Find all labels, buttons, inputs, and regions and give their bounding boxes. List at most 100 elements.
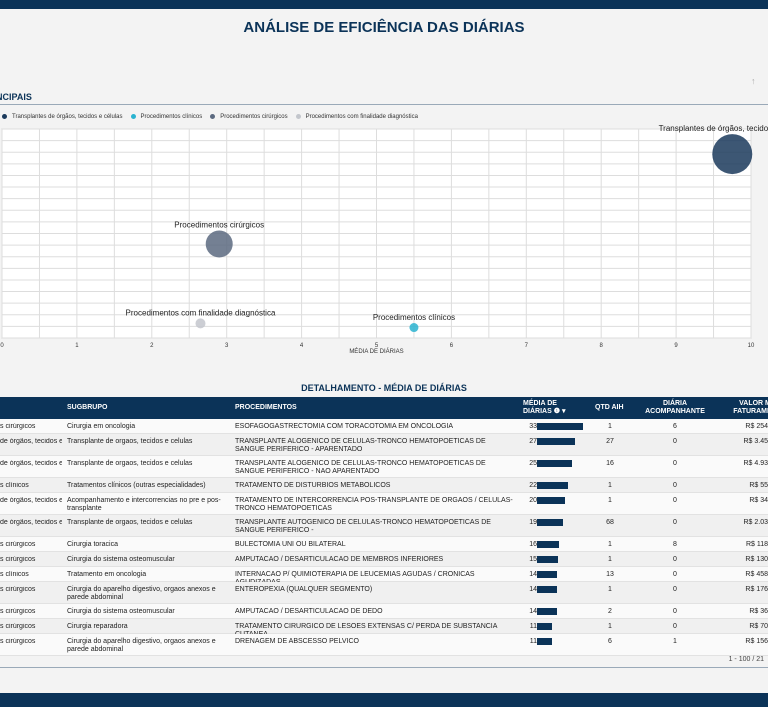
bubble-label: Transplantes de órgãos, tecidos e célula… (659, 124, 768, 133)
x-tick-label: 9 (674, 343, 678, 349)
media-bar (537, 423, 583, 430)
cell-valor: R$ 70 (749, 623, 768, 630)
legend-label: Procedimentos com finalidade diagnóstica (305, 114, 418, 121)
table-row[interactable]: s cirúrgicos Cirurgia do aparelho digest… (0, 634, 768, 656)
cell-qtd: 1 (608, 423, 612, 430)
legend-item[interactable]: Transplantes de órgãos, tecidos e célula… (2, 114, 123, 120)
col-qtd[interactable]: QTD AIH (595, 404, 624, 411)
cell-subgrupo: Cirurgia toracica (67, 541, 118, 548)
table-row[interactable]: de órgãos, tecidos e Transplante de orga… (0, 456, 768, 478)
cell-grupo: de órgãos, tecidos e (0, 438, 62, 445)
cell-procedimento: DRENAGEM DE ABSCESSO PELVICO (235, 638, 359, 645)
media-bar (537, 586, 557, 593)
cell-grupo: s clínicos (0, 571, 29, 578)
x-tick-label: 8 (600, 343, 604, 349)
cell-valor: R$ 4.93 (743, 460, 768, 467)
cell-diaria: 0 (673, 519, 677, 526)
cell-valor: R$ 458 (745, 571, 768, 578)
cell-media: 19 (529, 519, 537, 526)
media-bar (537, 497, 565, 504)
cell-subgrupo: Tratamentos clínicos (outras especialida… (67, 482, 206, 489)
cell-diaria: 1 (673, 638, 677, 645)
table-row[interactable]: s cirúrgicos Cirurgia em oncologia ESOFA… (0, 419, 768, 434)
col-procedimentos[interactable]: PROCEDIMENTOS (235, 404, 297, 411)
col-valor[interactable]: VALOR M FATURAMEN (733, 400, 768, 415)
legend-item[interactable]: Procedimentos cirúrgicos (210, 114, 288, 120)
cell-diaria: 0 (673, 623, 677, 630)
table-row[interactable]: s clínicos Tratamentos clínicos (outras … (0, 478, 768, 493)
cell-diaria: 0 (673, 460, 677, 467)
cell-valor: R$ 130 (745, 556, 768, 563)
bubble[interactable] (712, 134, 753, 175)
arrow-up-icon[interactable]: ↑ (751, 76, 756, 86)
cell-valor: R$ 176 (745, 586, 768, 593)
cell-subgrupo: Cirurgia do sistema osteomuscular (67, 608, 175, 615)
table-row[interactable]: de órgãos, tecidos e Transplante de orga… (0, 434, 768, 456)
detail-title: DETALHAMENTO - MÉDIA DE DIÁRIAS (301, 383, 467, 393)
cell-valor: R$ 254 (745, 423, 768, 430)
cell-qtd: 2 (608, 608, 612, 615)
legend-dot-icon (130, 114, 136, 119)
cell-subgrupo: Cirurgia do sistema osteomuscular (67, 556, 175, 563)
cell-subgrupo: Tratamento em oncologia (67, 571, 147, 578)
legend-dot-icon (2, 114, 7, 119)
media-bar (537, 438, 575, 445)
cell-subgrupo: Cirurgia do aparelho digestivo, orgaos a… (67, 586, 216, 601)
media-bar (537, 482, 568, 489)
divider (0, 667, 768, 668)
legend-item[interactable]: Procedimentos clínicos (130, 114, 202, 120)
table-row[interactable]: s cirúrgicos Cirurgia toracica BULECTOMI… (0, 537, 768, 552)
table-row[interactable]: s cirúrgicos Cirurgia do aparelho digest… (0, 582, 768, 604)
col-diaria[interactable]: DIÁRIA ACOMPANHANTE (645, 400, 705, 415)
table-row[interactable]: s cirúrgicos Cirurgia do sistema osteomu… (0, 552, 768, 567)
cell-diaria: 6 (673, 423, 677, 430)
cell-grupo: de órgãos, tecidos e (0, 519, 62, 526)
bubble[interactable] (195, 318, 206, 329)
bubble[interactable] (409, 323, 419, 333)
table-row[interactable]: s cirúrgicos Cirurgia reparadora TRATAME… (0, 619, 768, 638)
table-row[interactable]: de órgãos, tecidos e Acompanhamento e in… (0, 493, 768, 515)
media-bar (537, 519, 563, 526)
cell-media: 16 (529, 541, 537, 548)
cell-procedimento: AMPUTACAO / DESARTICULACAO DE MEMBROS IN… (235, 556, 444, 563)
cell-procedimento: TRANSPLANTE ALOGENICO DE CELULAS-TRONCO … (235, 460, 486, 475)
table-header: SUGBRUPO PROCEDIMENTOS MÉDIA DE DIÁRIAS … (0, 397, 768, 419)
cell-grupo: s clínicos (0, 482, 29, 489)
cell-diaria: 0 (673, 482, 677, 489)
cell-qtd: 68 (606, 519, 614, 526)
cell-grupo: s cirúrgicos (0, 423, 36, 430)
page-title: ANÁLISE DE EFICIÊNCIA DAS DIÁRIAS (243, 19, 525, 36)
cell-diaria: 0 (673, 497, 677, 504)
cell-media: 11 (529, 623, 537, 630)
cell-procedimento: ENTEROPEXIA (QUALQUER SEGMENTO) (235, 586, 373, 593)
col-subgrupo[interactable]: SUGBRUPO (67, 404, 108, 411)
cell-media: 27 (529, 438, 537, 445)
top-bar (0, 0, 768, 9)
cell-procedimento: BULECTOMIA UNI OU BILATERAL (235, 541, 346, 548)
table-row[interactable]: de órgãos, tecidos e Transplante de orga… (0, 515, 768, 537)
col-media[interactable]: MÉDIA DE DIÁRIAS ❶ ▾ (523, 400, 566, 415)
table-row[interactable]: s clínicos Tratamento em oncologia INTER… (0, 567, 768, 586)
cell-media: 11 (529, 638, 537, 645)
cell-media: 20 (529, 497, 537, 504)
legend-label: Transplantes de órgãos, tecidos e célula… (12, 114, 123, 121)
x-tick-label: 5 (375, 343, 379, 349)
cell-valor: R$ 3.45 (743, 438, 768, 445)
pagination[interactable]: 1 - 100 / 21 (728, 656, 764, 663)
table-row[interactable]: s cirúrgicos Cirurgia do sistema osteomu… (0, 604, 768, 619)
detail-table: SUGBRUPO PROCEDIMENTOS MÉDIA DE DIÁRIAS … (0, 397, 768, 656)
cell-qtd: 6 (608, 638, 612, 645)
cell-valor: R$ 36 (749, 608, 768, 615)
cell-grupo: s cirúrgicos (0, 638, 36, 645)
cell-qtd: 1 (608, 482, 612, 489)
media-bar (537, 541, 559, 548)
chart-legend: Transplantes de órgãos, tecidos e célula… (2, 114, 418, 120)
legend-dot-icon (210, 114, 216, 119)
cell-media: 25 (529, 460, 537, 467)
x-tick-label: 3 (225, 343, 229, 349)
cell-subgrupo: Cirurgia do aparelho digestivo, orgaos a… (67, 638, 216, 653)
legend-item[interactable]: Procedimentos com finalidade diagnóstica (295, 114, 418, 121)
cell-procedimento: TRATAMENTO DE INTERCORRENCIA POS-TRANSPL… (235, 497, 513, 512)
bubble[interactable] (205, 230, 233, 258)
cell-media: 22 (529, 482, 537, 489)
